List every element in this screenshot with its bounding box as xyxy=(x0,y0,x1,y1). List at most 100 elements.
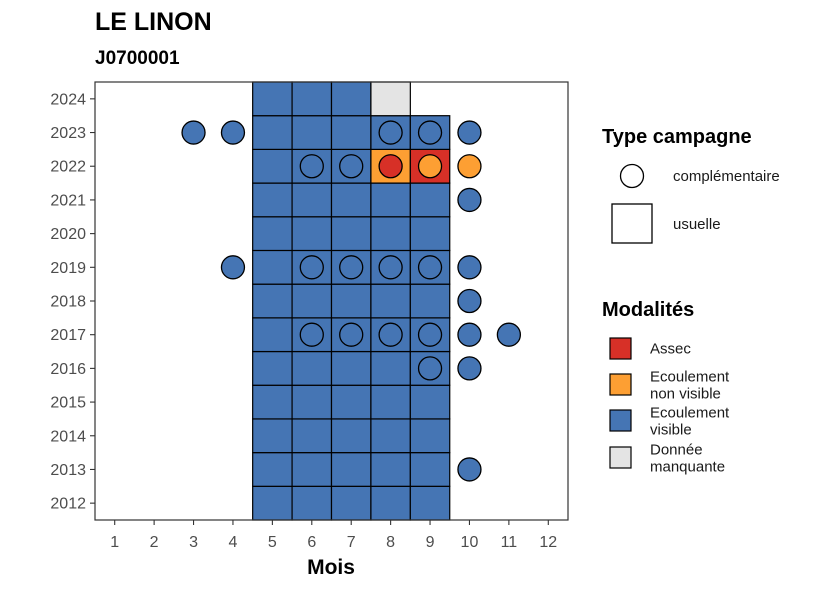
complementaire-point-2016-10 xyxy=(457,356,482,381)
x-tick-label-2: 2 xyxy=(150,534,159,551)
usuelle-cell-2024-5 xyxy=(252,81,293,117)
y-tick-label-2021: 2021 xyxy=(50,192,86,209)
usuelle-cell-2018-6 xyxy=(291,283,333,319)
complementaire-point-2019-9 xyxy=(417,255,443,280)
usuelle-cell-2013-5 xyxy=(252,452,293,487)
usuelle-cell-2015-9 xyxy=(409,384,451,420)
usuelle-cell-2022-5 xyxy=(252,148,293,184)
y-tick-label-2012: 2012 xyxy=(50,496,86,513)
chart-title: LE LINON xyxy=(95,8,212,36)
legend-modalite-label-2: Ecoulement xyxy=(650,405,730,422)
legend-modalites-title: Modalités xyxy=(602,299,694,321)
complementaire-point-2017-7 xyxy=(339,322,364,347)
usuelle-cell-2012-6 xyxy=(291,485,333,521)
x-tick-label-6: 6 xyxy=(307,534,316,551)
complementaire-point-2022-6 xyxy=(299,154,324,179)
usuelle-cell-2023-7 xyxy=(330,115,372,150)
x-tick-label-4: 4 xyxy=(229,534,238,551)
legend-modalite-key-1 xyxy=(609,373,632,396)
y-tick-label-2018: 2018 xyxy=(50,294,86,311)
legend-modalite-key-0 xyxy=(609,337,632,360)
legend-type-label-complementaire: complémentaire xyxy=(673,168,780,185)
complementaire-layer xyxy=(181,120,522,482)
complementaire-point-2017-6 xyxy=(299,322,324,347)
y-tick-label-2017: 2017 xyxy=(50,327,86,344)
usuelle-cell-2020-5 xyxy=(252,216,293,252)
chart-subtitle: J0700001 xyxy=(95,48,180,69)
usuelle-cell-2012-7 xyxy=(330,485,372,521)
legend-type-title: Type campagne xyxy=(602,126,752,148)
legend-circle-key xyxy=(619,163,645,189)
legend-modalite-label-1: Ecoulement xyxy=(650,369,730,386)
legend: Type campagne complémentaire usuelle Modali… xyxy=(602,126,780,476)
usuelle-cell-2024-8 xyxy=(370,81,411,117)
usuelle-cell-2014-7 xyxy=(330,418,372,454)
legend-modalite-label-0: Assec xyxy=(650,341,691,358)
usuelle-cell-2023-5 xyxy=(252,115,293,150)
usuelle-cell-2024-6 xyxy=(291,81,333,117)
usuelle-cell-2017-5 xyxy=(252,317,293,353)
complementaire-point-2022-9 xyxy=(417,154,443,179)
legend-modalite-label-3: Donnée xyxy=(650,442,703,459)
x-tick-label-7: 7 xyxy=(347,534,356,551)
usuelle-cell-2018-5 xyxy=(252,283,293,319)
usuelle-cell-2012-9 xyxy=(409,485,451,521)
usuelle-cell-2023-6 xyxy=(291,115,333,150)
complementaire-point-2017-11 xyxy=(496,322,522,347)
usuelle-cell-2012-8 xyxy=(370,485,411,521)
usuelle-cell-2015-6 xyxy=(291,384,333,420)
usuelle-cell-2015-8 xyxy=(370,384,411,420)
x-tick-label-12: 12 xyxy=(539,534,557,551)
usuelle-cell-2020-9 xyxy=(409,216,451,252)
complementaire-point-2022-8 xyxy=(378,154,403,179)
usuelle-layer xyxy=(252,81,451,521)
legend-modalite-key-3 xyxy=(609,446,632,469)
complementaire-point-2023-9 xyxy=(417,120,443,145)
usuelle-cell-2019-5 xyxy=(252,249,293,285)
complementaire-point-2019-10 xyxy=(457,255,482,280)
usuelle-cell-2018-7 xyxy=(330,283,372,319)
usuelle-cell-2020-6 xyxy=(291,216,333,252)
usuelle-cell-2020-7 xyxy=(330,216,372,252)
x-tick-label-10: 10 xyxy=(461,534,479,551)
complementaire-point-2021-10 xyxy=(457,187,482,213)
legend-modalite-key-2 xyxy=(609,409,632,432)
usuelle-cell-2021-8 xyxy=(370,182,411,218)
complementaire-point-2016-9 xyxy=(417,356,443,381)
complementaire-point-2022-7 xyxy=(339,154,364,179)
usuelle-cell-2016-7 xyxy=(330,350,372,386)
usuelle-cell-2015-7 xyxy=(330,384,372,420)
y-tick-label-2022: 2022 xyxy=(50,159,86,176)
x-axis: 1 2 3 4 5 6 7 8 9 10 11 12 xyxy=(110,520,557,551)
y-tick-label-2015: 2015 xyxy=(50,395,86,412)
y-tick-label-2016: 2016 xyxy=(50,361,86,378)
x-axis-label: Mois xyxy=(307,556,355,579)
y-tick-label-2020: 2020 xyxy=(50,226,86,243)
x-tick-label-3: 3 xyxy=(189,534,198,551)
legend-modalite-label-3-line2: manquante xyxy=(650,459,725,476)
usuelle-cell-2021-7 xyxy=(330,182,372,218)
usuelle-cell-2020-8 xyxy=(370,216,411,252)
complementaire-point-2019-6 xyxy=(299,255,324,280)
complementaire-point-2018-10 xyxy=(457,288,482,314)
usuelle-cell-2013-8 xyxy=(370,452,411,487)
x-tick-label-5: 5 xyxy=(268,534,277,551)
usuelle-cell-2013-7 xyxy=(330,452,372,487)
complementaire-point-2019-7 xyxy=(339,255,364,280)
complementaire-point-2023-4 xyxy=(220,120,246,145)
usuelle-cell-2018-9 xyxy=(409,283,451,319)
complementaire-point-2023-10 xyxy=(457,120,482,145)
legend-type-label-usuelle: usuelle xyxy=(673,216,721,233)
usuelle-cell-2014-9 xyxy=(409,418,451,454)
legend-square-key xyxy=(611,203,653,244)
complementaire-point-2022-10 xyxy=(457,154,482,179)
usuelle-cell-2012-5 xyxy=(252,485,293,521)
usuelle-cell-2013-6 xyxy=(291,452,333,487)
legend-modalite-label-1-line2: non visible xyxy=(650,386,721,403)
complementaire-point-2017-9 xyxy=(417,322,443,347)
usuelle-cell-2014-5 xyxy=(252,418,293,454)
complementaire-point-2013-10 xyxy=(457,457,482,482)
x-tick-label-11: 11 xyxy=(501,534,518,551)
usuelle-cell-2018-8 xyxy=(370,283,411,319)
